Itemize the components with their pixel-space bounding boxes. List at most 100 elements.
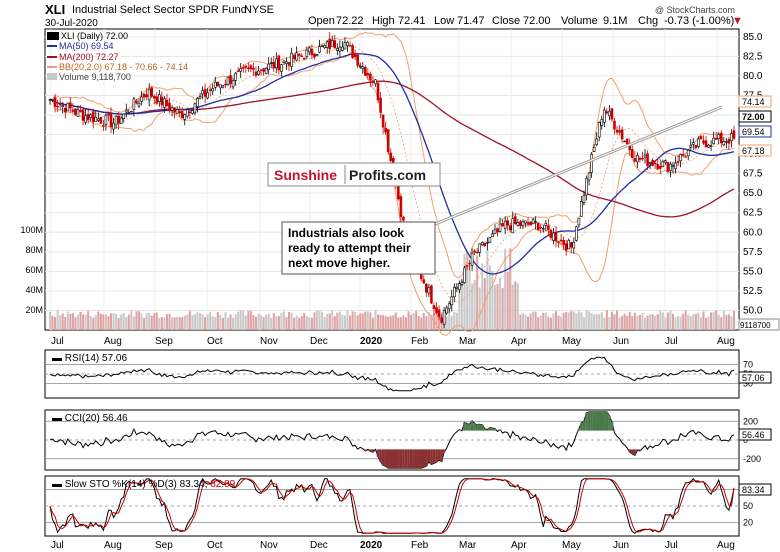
volume-bar [61,313,64,330]
candle-body [318,46,321,53]
volume-tick-label: 20M [25,305,43,315]
candle-body [590,154,593,173]
volume-bar [621,315,624,330]
volume-bar [567,312,570,330]
month-label: 2020 [360,540,383,551]
volume-bar [415,310,418,330]
candle-body [130,111,133,113]
volume-bar [712,312,715,330]
month-label: 2020 [360,336,383,347]
volume-bar [506,271,509,330]
candle-body [109,113,113,127]
candle-body [341,46,344,51]
volume-bar [384,316,387,330]
candle-body [348,45,352,47]
candle-body [361,66,365,70]
volume-bar [265,314,268,330]
candle-body [468,262,471,265]
candle-body [56,105,59,108]
volume-bar [66,311,69,330]
candle-body [661,161,665,167]
candle-body [122,113,126,119]
volume-bar [603,317,606,330]
stochastic-series [45,477,739,534]
volume-bar [216,311,219,330]
watermark: @ StockCharts.com [655,5,735,15]
candle-body [76,108,80,117]
candle-body [493,229,497,235]
candle-body [554,232,558,242]
month-label: Nov [260,540,278,551]
candle-body [104,114,108,125]
volume-bar [458,282,461,330]
volume-bar [580,312,583,330]
volume-bar [338,311,341,330]
volume-label: Volume [561,15,598,27]
volume-bar [326,313,329,330]
volume-bar [153,313,156,330]
bb-middle-line [49,45,735,302]
candle-body [575,226,578,241]
volume-bar [354,311,357,330]
candle-body [692,142,695,145]
candle-body [671,165,675,167]
candle-body [460,282,464,285]
volume-bar [318,310,321,330]
candle-body [653,162,657,165]
tag-bb-upper [738,95,772,108]
candle-body [254,71,258,76]
open-label: Open [308,15,335,27]
sto-tick-label: 50 [743,501,753,511]
tag-volume-text: 9118700 [740,321,771,330]
candle-body [389,152,393,161]
volume-bar [455,312,458,330]
volume-bar [295,315,298,330]
candle-body [364,66,367,76]
cci-tag [738,428,772,441]
candle-body [53,97,57,107]
candle-body [282,60,286,64]
bb-upper-line [49,31,735,279]
volume-bar [341,314,344,330]
volume-bar [89,316,92,330]
candle-body [262,68,265,72]
candle-body [285,61,288,64]
volume-bar [181,317,184,330]
volume-bar [178,317,181,330]
volume-bar [211,316,214,330]
candle-body [241,67,245,69]
candle-body [699,135,703,140]
high-label: High [372,15,395,27]
candle-body [224,83,227,86]
volume-bar [97,311,100,330]
volume-bar [140,313,143,330]
annotation-box [281,221,436,275]
volume-bar [82,314,85,330]
volume-bar [377,314,380,330]
volume-bar [453,311,456,330]
volume-bar [547,316,550,330]
month-label: Aug [104,336,122,347]
exchange: NYSE [244,4,274,16]
volume-bar [346,310,349,330]
candle-body [402,217,405,221]
candle-body [689,144,693,148]
candle-body [399,196,403,218]
month-label: Jul [665,540,678,551]
candle-body [498,223,502,232]
legend-volume: Volume 9,118,700 [59,72,131,82]
volume-bar [496,283,499,330]
volume-bar [186,314,189,330]
volume-bar [481,263,484,330]
candle-body [582,195,586,204]
candle-body [198,96,202,99]
candle-body [430,285,433,304]
candle-body [71,109,75,112]
volume-bar [488,265,491,330]
annotation-line-3: next move higher. [288,256,390,270]
volume-bar [254,316,257,330]
candle-body [313,53,316,58]
candle-body [295,52,298,61]
sto-tag-text: 83.34 [742,485,765,495]
candle-body [180,111,184,119]
